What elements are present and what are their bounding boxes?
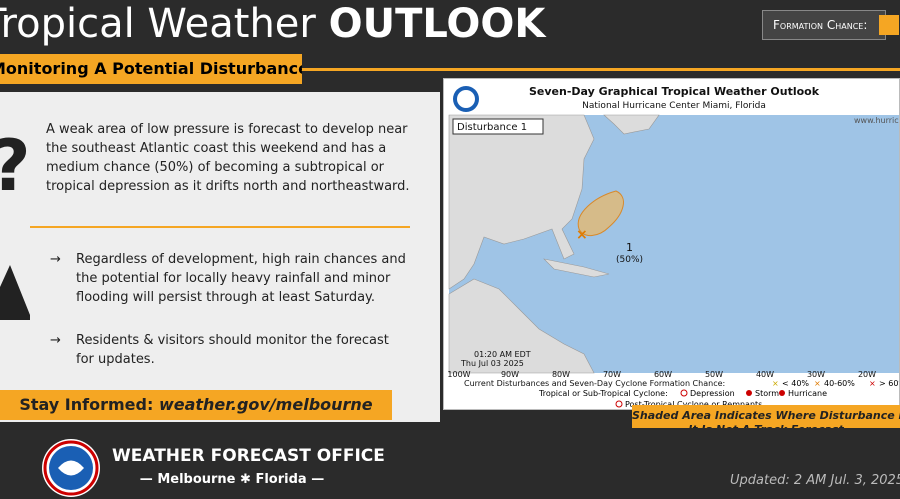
map-text: (50%) xyxy=(616,255,643,265)
outlook-map: Seven-Day Graphical Tropical Weather Out… xyxy=(443,78,900,410)
map-text: × xyxy=(772,379,779,388)
header-bar xyxy=(0,0,900,48)
map-text: > 60% xyxy=(879,379,900,388)
longitude-label: 30W xyxy=(807,370,825,379)
stay-informed[interactable]: Stay Informed: weather.gov/melbourne xyxy=(0,390,392,420)
bullet: Regardless of development, high rain cha… xyxy=(50,250,410,307)
longitude-label: 50W xyxy=(705,370,723,379)
map-text: Tropical or Sub-Tropical Cyclone: xyxy=(538,389,668,398)
subtitle: Monitoring A Potential Disturbance xyxy=(0,54,302,84)
longitude-label: 70W xyxy=(603,370,621,379)
longitude-label: 40W xyxy=(756,370,774,379)
divider xyxy=(300,68,900,71)
map-graphic: Seven-Day Graphical Tropical Weather Out… xyxy=(447,85,900,409)
map-text: Depression xyxy=(690,389,735,398)
office-location: — Melbourne ✱ Florida — xyxy=(139,472,325,487)
map-text: Hurricane xyxy=(788,389,827,398)
title: Tropical Weather OUTLOOK xyxy=(0,1,546,47)
map-subtitle: National Hurricane Center Miami, Florida xyxy=(582,101,766,111)
map-text: 40-60% xyxy=(824,379,855,388)
nws-logo xyxy=(42,439,100,497)
map-text: Thu Jul 03 2025 xyxy=(460,359,524,368)
updated-time: Updated: 2 AM Jul. 3, 2025 xyxy=(730,473,900,488)
footer-bar xyxy=(0,428,900,499)
map-text: 01:20 AM EDT xyxy=(474,350,531,359)
map-text: ? xyxy=(0,130,30,207)
bullet: Residents & visitors should monitor the … xyxy=(50,331,410,369)
formation-chance-box: Formation Chance: xyxy=(762,10,899,40)
longitude-label: 20W xyxy=(858,370,876,379)
map-text: Post-Tropical Cyclone or Remnants xyxy=(625,400,762,409)
map-text: × xyxy=(814,379,821,388)
map-text: www.hurricanes.gov xyxy=(854,116,900,125)
divider xyxy=(30,226,410,228)
paragraph: A weak area of low pressure is forecast … xyxy=(46,122,410,194)
longitude-label: 60W xyxy=(654,370,672,379)
map-text: × xyxy=(869,379,876,388)
office-name: WEATHER FORECAST OFFICE xyxy=(112,446,385,466)
longitude-label: 80W xyxy=(552,370,570,379)
map-text: Current Disturbances and Seven-Day Cyclo… xyxy=(464,379,725,388)
longitude-label: 100W xyxy=(447,370,470,379)
map-text: < 40% xyxy=(782,379,809,388)
longitude-label: 90W xyxy=(501,370,519,379)
icons: ? xyxy=(0,130,30,320)
map-label: Disturbance 1 xyxy=(457,122,527,133)
map-text: 1 xyxy=(626,241,633,254)
map-text: × xyxy=(576,227,588,243)
map-title: Seven-Day Graphical Tropical Weather Out… xyxy=(529,85,820,98)
map-text: Storm xyxy=(755,389,779,398)
